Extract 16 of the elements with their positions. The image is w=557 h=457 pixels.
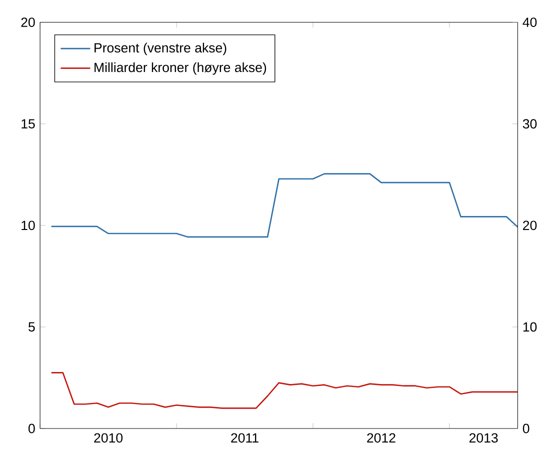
legend-label: Milliarder kroner (høyre akse) — [94, 62, 266, 75]
x-tick-label: 2010 — [94, 433, 123, 443]
legend-label: Prosent (venstre akse) — [94, 42, 226, 56]
y2-tick-label: 20 — [523, 220, 537, 230]
y2-tick-label: 0 — [522, 424, 530, 434]
x-tick-label: 2012 — [367, 433, 396, 443]
x-tick-label: 2013 — [469, 433, 498, 443]
y2-tick-label: 30 — [522, 119, 537, 129]
x-tick-label: 2011 — [231, 433, 258, 443]
y-tick-label: 15 — [22, 119, 35, 129]
y-tick-label: 5 — [28, 322, 35, 332]
y-tick-label: 0 — [28, 424, 35, 434]
y2-tick-label: 40 — [522, 18, 537, 28]
y2-tick-label: 10 — [523, 322, 537, 332]
y-tick-label: 10 — [22, 220, 35, 230]
y-tick-label: 20 — [21, 18, 35, 28]
